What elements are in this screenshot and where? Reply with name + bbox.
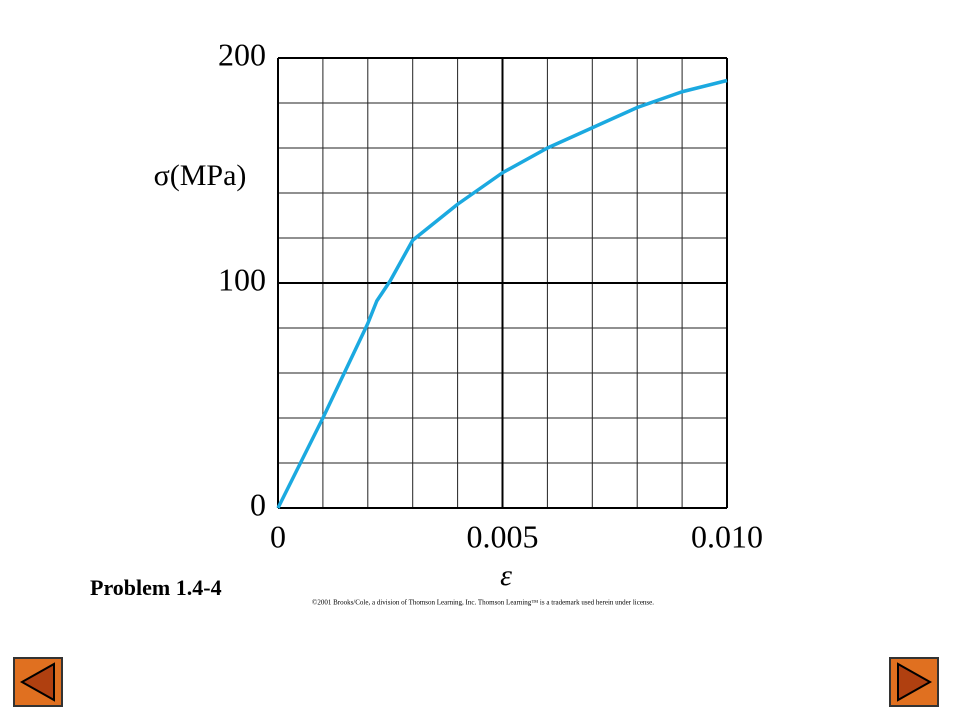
y-axis-label: σ(MPa) xyxy=(154,159,247,192)
y-tick-label: 100 xyxy=(218,261,266,297)
caption: Problem 1.4-4 xyxy=(90,575,222,600)
prev-button[interactable] xyxy=(13,657,63,707)
next-arrow[interactable] xyxy=(897,662,933,702)
next-button[interactable] xyxy=(889,657,939,707)
prev-arrow[interactable] xyxy=(19,662,55,702)
y-tick-label: 0 xyxy=(250,486,266,522)
copyright: ©2001 Brooks/Cole, a division of Thomson… xyxy=(312,599,654,607)
x-tick-label: 0.010 xyxy=(691,518,763,554)
y-tick-label: 200 xyxy=(218,36,266,72)
x-axis-label: ε xyxy=(500,559,512,592)
x-tick-label: 0 xyxy=(270,518,286,554)
data-line xyxy=(276,78,728,509)
x-tick-label: 0.005 xyxy=(467,518,539,554)
